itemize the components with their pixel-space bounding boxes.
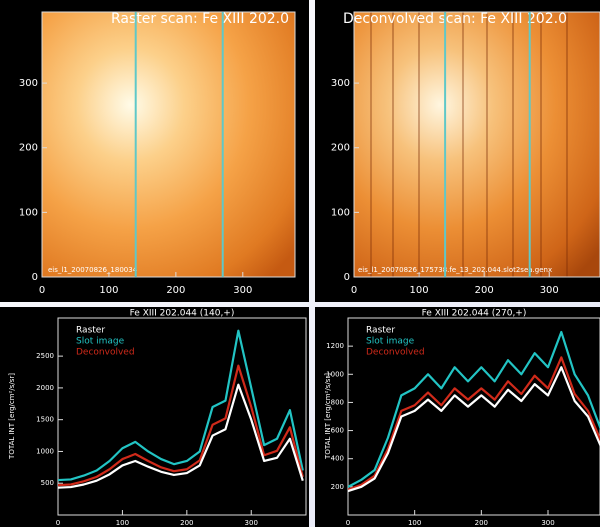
x-tick-label: 100 [99, 285, 118, 296]
stripes [370, 12, 568, 277]
series-line [58, 383, 304, 489]
panel [315, 307, 600, 527]
y-tick-label: 200 [331, 483, 344, 491]
x-tick-label: 100 [410, 285, 429, 296]
axis-frame [41, 11, 296, 278]
y-tick-label: 2500 [36, 352, 54, 360]
axis-frame [347, 317, 600, 516]
y-axis-label: TOTAL INT [erg/cm²/s/sr] [324, 373, 332, 460]
y-tick-label: 1000 [36, 447, 54, 455]
series-line [58, 364, 304, 487]
series-line [58, 329, 304, 482]
x-tick-label: 0 [39, 285, 45, 296]
x-tick-label: 300 [541, 519, 554, 527]
legend-entry: Deconvolved [76, 348, 135, 358]
series-line [348, 366, 600, 493]
y-tick-label: 500 [41, 479, 54, 487]
x-tick-label: 200 [475, 285, 494, 296]
y-tick-label: 1000 [326, 370, 344, 378]
x-tick-label: 100 [116, 519, 129, 527]
legend-entry: Deconvolved [366, 348, 425, 358]
y-tick-label: 200 [19, 143, 38, 154]
series-line [348, 356, 600, 491]
y-tick-label: 100 [19, 207, 38, 218]
y-tick-label: 2000 [36, 384, 54, 392]
x-tick-label: 200 [475, 519, 488, 527]
y-tick-label: 0 [344, 272, 350, 283]
axis-frame [57, 317, 307, 516]
series-line [348, 330, 600, 488]
plot-lines [58, 329, 304, 489]
x-tick-label: 300 [540, 285, 559, 296]
y-tick-label: 300 [331, 78, 350, 89]
panel-title: Deconvolved scan: Fe XIII 202.0 [343, 11, 567, 27]
x-tick-label: 0 [346, 519, 350, 527]
y-tick-label: 600 [331, 427, 344, 435]
legend-entry: Raster [76, 326, 105, 336]
y-axis-label: TOTAL INT [erg/cm²/s/sr] [8, 373, 16, 460]
legend-entry: Slot image [366, 337, 415, 347]
y-tick-label: 100 [331, 207, 350, 218]
panel-title: Fe XIII 202.044 (140,+) [130, 309, 235, 319]
axis-frame [353, 11, 600, 278]
solar-image [354, 12, 600, 277]
legend-entry: Raster [366, 326, 395, 336]
x-tick-label: 300 [245, 519, 258, 527]
x-tick-label: 200 [180, 519, 193, 527]
y-tick-label: 300 [19, 78, 38, 89]
y-tick-label: 1500 [36, 416, 54, 424]
solar-image [42, 12, 295, 277]
x-tick-label: 200 [166, 285, 185, 296]
y-tick-label: 0 [32, 272, 38, 283]
x-tick-label: 0 [351, 285, 357, 296]
y-tick-label: 400 [331, 455, 344, 463]
panel-title: Fe XIII 202.044 (270,+) [422, 309, 527, 319]
x-tick-label: 300 [233, 285, 252, 296]
x-tick-label: 100 [408, 519, 421, 527]
panel-title: Raster scan: Fe XIII 202.0 [111, 11, 289, 27]
y-tick-label: 1200 [326, 342, 344, 350]
plot-lines [348, 330, 600, 493]
legend-entry: Slot image [76, 337, 125, 347]
x-tick-label: 0 [56, 519, 60, 527]
file-label: eis_l1_20070826_180034 [48, 266, 138, 274]
file-label: eis_l1_20070826_175738.fe_13_202.044.slo… [358, 266, 552, 274]
y-tick-label: 800 [331, 398, 344, 406]
y-tick-label: 200 [331, 143, 350, 154]
